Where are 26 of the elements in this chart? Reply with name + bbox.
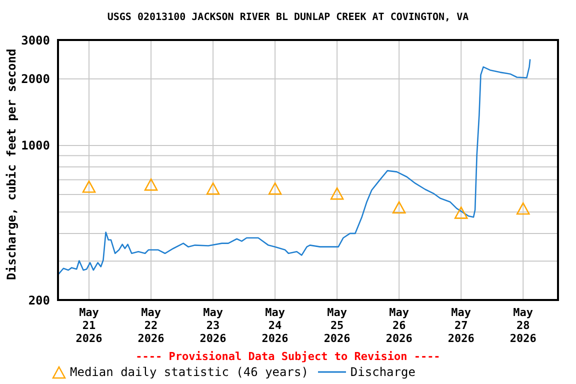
point — [454, 206, 468, 219]
x-tick-label: May 24 2026 — [262, 306, 289, 345]
point — [392, 201, 406, 214]
y-tick-label: 200 — [28, 293, 50, 308]
point — [268, 182, 282, 195]
legend-label: Discharge — [350, 365, 416, 379]
point — [82, 180, 96, 193]
y-tick-label: 1000 — [21, 138, 50, 153]
chart-title: USGS 02013100 JACKSON RIVER BL DUNLAP CREEK AT COVINGTON, VA — [106, 12, 470, 23]
x-tick-label: May 28 2026 — [510, 306, 537, 345]
x-tick-label: May 26 2026 — [386, 306, 413, 345]
legend-label: Median daily statistic (46 years) — [70, 365, 308, 379]
y-axis-title: Discharge, cubic feet per second — [4, 48, 18, 280]
x-tick-label: May 23 2026 — [200, 306, 227, 345]
y-tick-label: 2000 — [21, 72, 50, 86]
x-tick-label: May 22 2026 — [138, 306, 165, 345]
x-tick-label: May 21 2026 — [76, 306, 103, 345]
point — [516, 202, 530, 215]
point — [144, 178, 158, 191]
x-tick-label: May 25 2026 — [324, 306, 351, 345]
x-tick-label: May 27 2026 — [448, 306, 475, 345]
point — [206, 182, 220, 195]
y-tick-label: 3000 — [21, 33, 50, 48]
line-series — [58, 58, 531, 276]
point — [330, 187, 344, 200]
text: ---- Provisional Data Subject to Revision ---- — [134, 350, 442, 363]
